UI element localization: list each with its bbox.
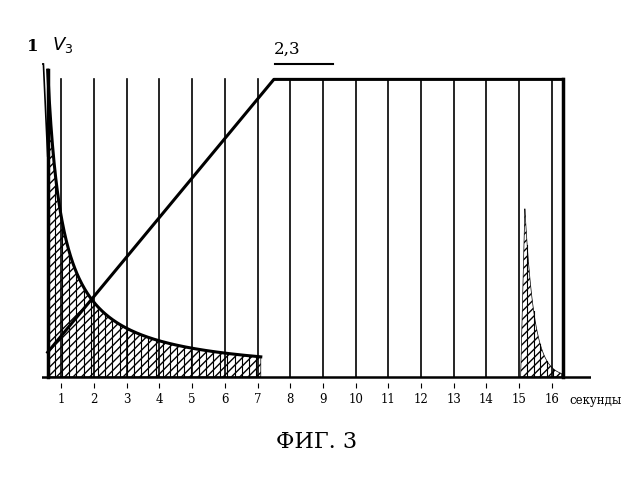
Text: $\mathit{V}_3$: $\mathit{V}_3$ [52, 35, 73, 55]
Text: ФИГ. 3: ФИГ. 3 [276, 431, 357, 453]
Text: 2,3: 2,3 [273, 41, 300, 58]
Text: 1: 1 [27, 38, 38, 55]
Text: секунды: секунды [569, 394, 622, 406]
